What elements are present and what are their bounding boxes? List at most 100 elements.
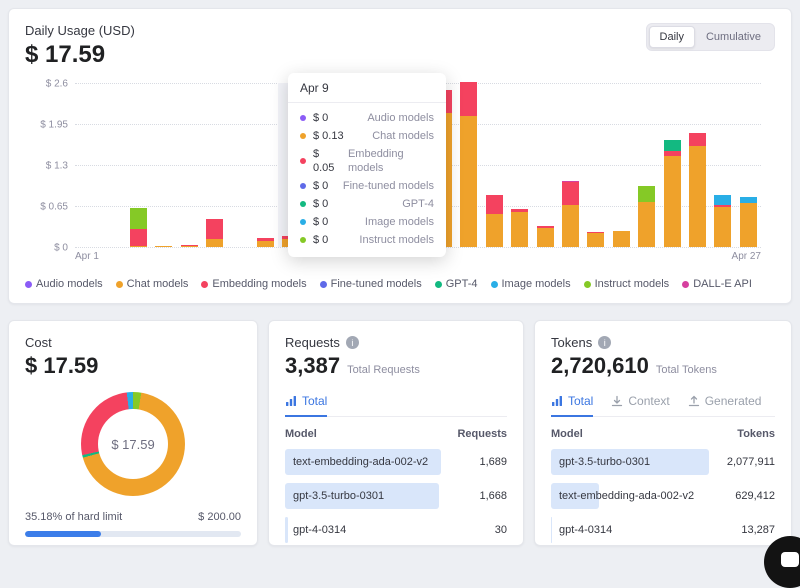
bar-slot-apr-21[interactable] (583, 83, 608, 247)
tooltip-label: GPT-4 (402, 198, 434, 210)
tooltip-dot-icon (300, 158, 306, 164)
bar-slot-apr-8[interactable] (253, 83, 278, 247)
model-name: gpt-3.5-turbo-0301 (293, 490, 385, 502)
legend-dot-icon (434, 280, 442, 288)
bar-segment (130, 245, 148, 247)
tooltip-dot-icon (300, 183, 306, 189)
bar-slot-apr-20[interactable] (558, 83, 583, 247)
model-value: 13,287 (741, 524, 775, 536)
hard-limit-progress-bar (25, 531, 241, 537)
model-usage-track: gpt-3.5-turbo-0301 (285, 483, 441, 509)
bar-slot-apr-26[interactable] (710, 83, 735, 247)
tooltip-dot-icon (300, 219, 306, 225)
tokens-title: Tokens (551, 335, 593, 350)
table-row: gpt-3.5-turbo-0301 2,077,911 (551, 449, 775, 475)
bar-segment (485, 195, 503, 215)
bar-segment (155, 245, 173, 247)
tokens-table: gpt-3.5-turbo-0301 2,077,911 text-embeddin… (551, 449, 775, 543)
legend-item-fine-tuned-models[interactable]: Fine-tuned models (319, 278, 422, 290)
tooltip-label: Image models (364, 216, 434, 228)
legend-item-dall-e-api[interactable]: DALL-E API (682, 278, 752, 290)
tokens-col-value: Tokens (737, 428, 775, 440)
tokens-tab-generated[interactable]: Generated (688, 394, 761, 417)
bar-segment (511, 208, 529, 213)
legend-label: Chat models (126, 278, 189, 290)
tooltip-row: $ 0 Audio models (288, 109, 446, 127)
x-axis-start-label: Apr 1 (75, 251, 99, 262)
legend-item-gpt-4[interactable]: GPT-4 (434, 278, 478, 290)
bar-segment (561, 182, 579, 206)
bar-segment (130, 207, 148, 229)
bar-slot-apr-16[interactable] (456, 81, 481, 247)
bar-segment (561, 180, 579, 183)
bar-segment (688, 133, 706, 147)
bar-slot-apr-17[interactable] (482, 83, 507, 247)
bar-slot-apr-2[interactable] (100, 83, 125, 247)
tokens-tab-total[interactable]: Total (551, 394, 594, 417)
bar-slot-apr-3[interactable] (126, 83, 151, 247)
requests-tabs: Total (285, 394, 507, 417)
bar-segment (257, 240, 275, 247)
bar-slot-apr-1[interactable] (75, 83, 100, 247)
bar-slot-apr-23[interactable] (634, 83, 659, 247)
tokens-tab-context[interactable]: Context (611, 394, 670, 417)
legend-item-image-models[interactable]: Image models (490, 278, 571, 290)
tab-label: Context (628, 394, 670, 408)
model-name: text-embedding-ada-002-v2 (293, 456, 429, 468)
bar-slot-apr-19[interactable] (532, 83, 557, 247)
tooltip-row: $ 0 Instruct models (288, 231, 446, 249)
model-usage-highlight (285, 483, 440, 509)
requests-total-label: Total Requests (347, 364, 420, 376)
model-usage-track: gpt-4-0314 (285, 517, 441, 543)
legend-item-audio-models[interactable]: Audio models (25, 278, 103, 290)
bar-segment (714, 195, 732, 205)
cumulative-toggle-button[interactable]: Cumulative (705, 31, 761, 43)
legend-item-chat-models[interactable]: Chat models (115, 278, 189, 290)
tooltip-dot-icon (300, 237, 306, 243)
bar-segment (714, 204, 732, 208)
tokens-total-label: Total Tokens (655, 364, 717, 376)
y-axis-tick: $ 1.95 (40, 119, 68, 131)
tooltip-value: $ 0.05 (313, 148, 335, 174)
y-axis-tick: $ 0.65 (40, 201, 68, 213)
info-icon[interactable]: i (345, 336, 359, 349)
tooltip-label: Instruct models (359, 234, 434, 246)
legend-label: DALL-E API (693, 278, 752, 290)
tooltip-date: Apr 9 (288, 73, 446, 103)
bar-segment (460, 116, 478, 247)
tokens-total: 2,720,610 (551, 353, 649, 378)
daily-usage-amount: $ 17.59 (25, 41, 106, 68)
cost-card: Cost $ 17.59 $ 17.59 35.18% of hard limi… (8, 320, 258, 546)
model-usage-track: text-embedding-ada-002-v2 (285, 449, 441, 475)
bar-slot-apr-27[interactable] (736, 83, 761, 247)
bar-slot-apr-24[interactable] (659, 83, 684, 247)
model-name: gpt-4-0314 (293, 524, 347, 536)
bar-slot-apr-22[interactable] (609, 83, 634, 247)
bar-slot-apr-7[interactable] (227, 83, 252, 247)
bar-slot-apr-25[interactable] (685, 83, 710, 247)
legend-dot-icon (583, 280, 591, 288)
bar-slot-apr-18[interactable] (507, 83, 532, 247)
table-row: text-embedding-ada-002-v2 1,689 (285, 449, 507, 475)
bar-slot-apr-5[interactable] (177, 83, 202, 247)
tooltip-row: $ 0.05 Embedding models (288, 145, 446, 177)
bar-segment (206, 218, 224, 240)
model-usage-highlight (285, 449, 441, 475)
info-icon[interactable]: i (598, 336, 612, 349)
bar-segment (714, 207, 732, 247)
tooltip-label: Fine-tuned models (342, 180, 434, 192)
bar-segment (536, 228, 554, 247)
bar-segment (663, 156, 681, 247)
bar-slot-apr-6[interactable] (202, 83, 227, 247)
bar-slot-apr-4[interactable] (151, 83, 176, 247)
model-usage-highlight (551, 517, 552, 543)
daily-toggle-button[interactable]: Daily (648, 26, 695, 48)
legend-item-instruct-models[interactable]: Instruct models (583, 278, 669, 290)
tab-label: Total (568, 394, 594, 408)
tooltip-value: $ 0 (313, 180, 329, 192)
tooltip-value: $ 0 (313, 216, 329, 228)
requests-table: text-embedding-ada-002-v2 1,689 gpt-3.5-tu… (285, 449, 507, 543)
requests-tab-total[interactable]: Total (285, 394, 328, 417)
bar-segment (739, 203, 757, 247)
legend-item-embedding-models[interactable]: Embedding models (201, 278, 307, 290)
